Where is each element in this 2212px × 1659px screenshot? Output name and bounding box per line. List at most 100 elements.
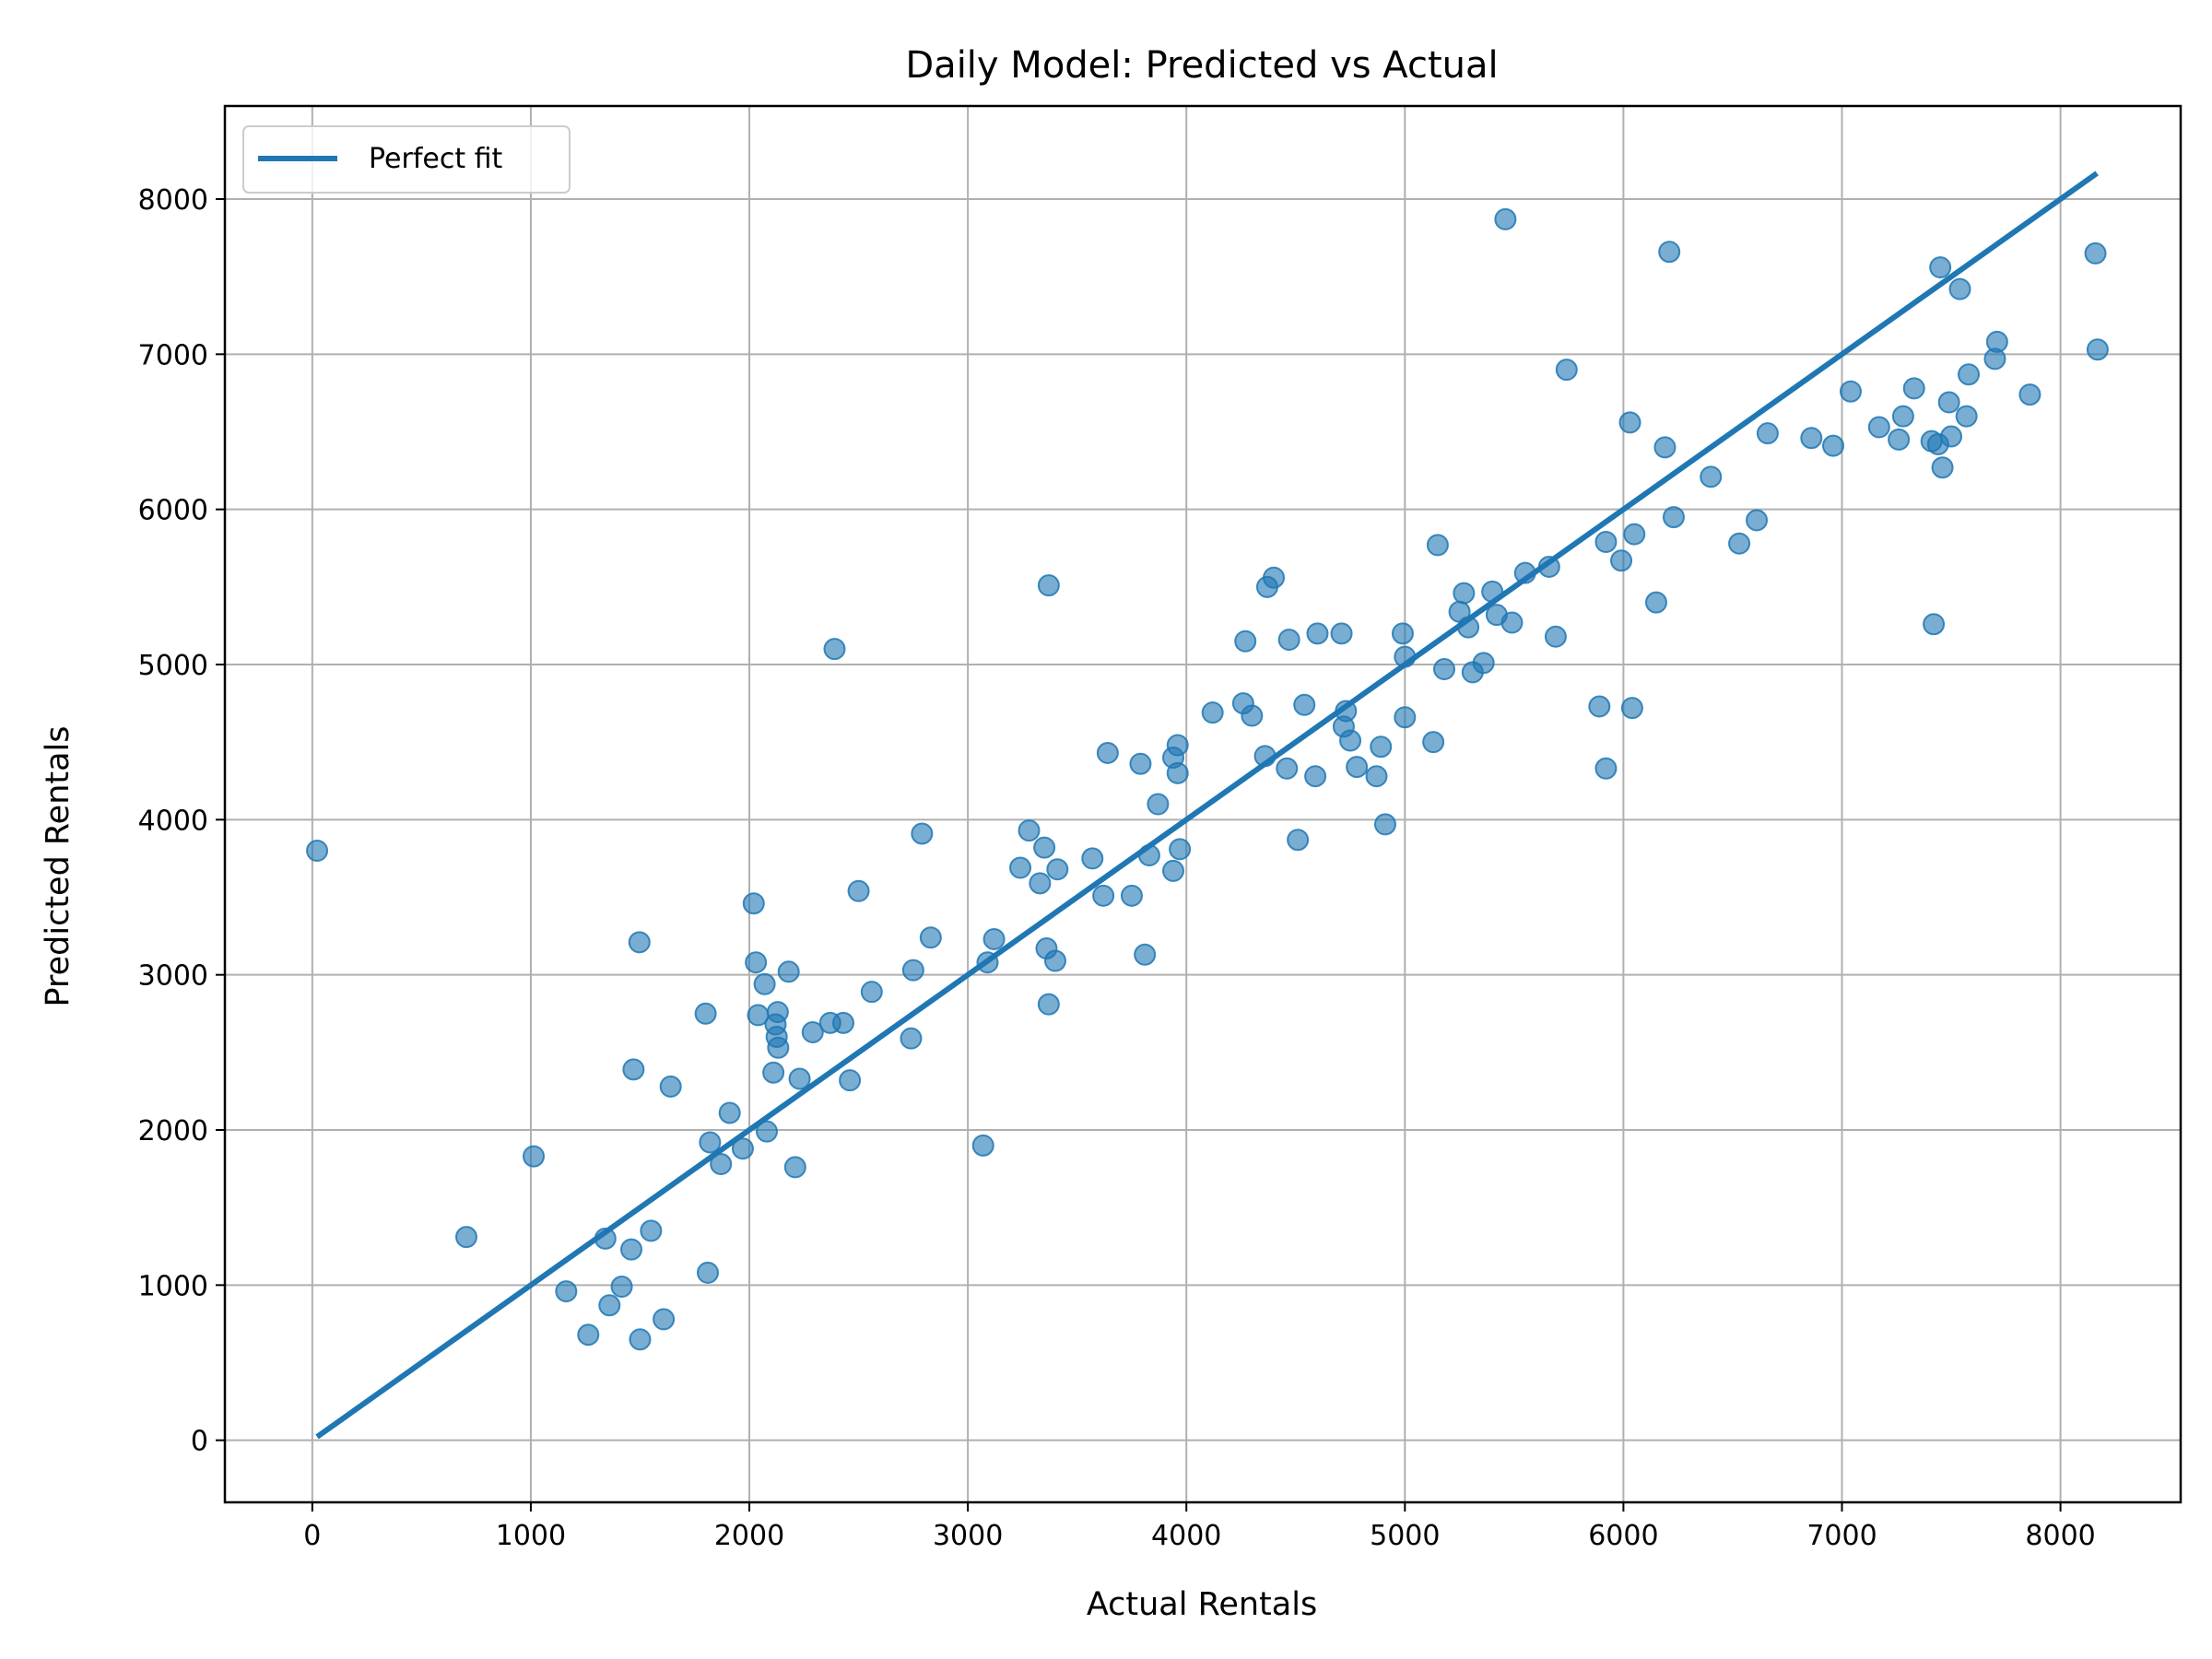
data-point	[622, 1058, 645, 1081]
data-point	[1147, 793, 1170, 816]
data-point	[1453, 582, 1476, 605]
data-point	[1330, 622, 1353, 645]
data-point	[1426, 534, 1449, 557]
data-point	[523, 1145, 546, 1168]
data-point	[1046, 858, 1069, 881]
data-point	[1588, 695, 1611, 718]
x-tick-label: 1000	[496, 1520, 566, 1552]
x-tick-label: 3000	[933, 1520, 1003, 1552]
data-point	[762, 1061, 785, 1084]
data-point	[1457, 616, 1480, 639]
data-point	[1618, 411, 1641, 434]
data-point	[1544, 625, 1567, 648]
data-point	[1120, 884, 1143, 907]
data-point	[1432, 658, 1455, 681]
data-point	[1253, 745, 1277, 768]
legend-box	[242, 125, 571, 194]
data-point	[766, 1001, 789, 1024]
y-tick-label: 1000	[138, 1270, 208, 1302]
data-point	[1263, 566, 1286, 589]
y-tick-label: 2000	[138, 1115, 208, 1147]
data-point	[610, 1276, 633, 1299]
x-tick-label: 2000	[714, 1520, 784, 1552]
data-point	[1293, 693, 1316, 716]
data-point	[731, 1137, 754, 1160]
data-point	[1867, 416, 1890, 439]
x-tick-label: 8000	[2025, 1520, 2095, 1552]
data-point	[306, 840, 329, 862]
data-point	[577, 1324, 600, 1347]
y-axis-ticks: 0 1000 2000 3000 4000 5000 6000 7000 8000	[138, 184, 225, 1458]
perfect-fit-line	[315, 171, 2099, 1440]
data-point	[1653, 436, 1677, 459]
data-point	[1304, 765, 1327, 788]
data-point	[1166, 734, 1189, 757]
data-point	[1201, 701, 1224, 724]
data-point	[1370, 735, 1393, 759]
data-point	[1929, 256, 1952, 279]
data-point	[982, 927, 1006, 950]
x-tick-label: 0	[303, 1520, 321, 1552]
data-point	[1746, 509, 1769, 532]
legend: Perfect fit	[242, 125, 571, 194]
data-point	[1902, 377, 1925, 400]
data-point	[1931, 456, 1954, 479]
data-point	[1037, 993, 1060, 1016]
y-tick-label: 0	[191, 1426, 208, 1458]
x-tick-label: 7000	[1806, 1520, 1877, 1552]
data-point	[1623, 523, 1646, 546]
y-axis-label: Predicted Rentals	[40, 725, 76, 1006]
data-point	[710, 1153, 733, 1176]
data-point	[839, 1069, 862, 1092]
data-point	[783, 1156, 806, 1179]
data-point	[976, 951, 999, 974]
data-point	[1937, 391, 1960, 414]
data-point	[2086, 338, 2109, 361]
data-point	[1037, 574, 1060, 597]
data-point	[1394, 645, 1417, 668]
data-point	[901, 959, 924, 982]
data-point	[1610, 549, 1633, 572]
data-point	[1594, 531, 1618, 554]
data-point	[1166, 761, 1189, 784]
data-point	[718, 1101, 741, 1124]
data-point	[629, 1328, 652, 1351]
data-points	[306, 207, 2109, 1351]
data-point	[788, 1067, 811, 1090]
data-point	[745, 951, 768, 974]
y-tick-label: 7000	[138, 339, 208, 371]
data-point	[742, 892, 765, 915]
data-point	[911, 822, 934, 845]
data-point	[1658, 241, 1681, 264]
data-point	[1373, 813, 1396, 836]
legend-label-perfect-fit: Perfect fit	[369, 143, 503, 175]
x-axis-label: Actual Rentals	[1087, 1586, 1317, 1623]
data-point	[1620, 697, 1643, 720]
data-point	[1029, 872, 1052, 895]
data-point	[1137, 844, 1160, 867]
data-point	[1018, 819, 1041, 842]
data-point	[1472, 652, 1495, 675]
data-point	[1391, 622, 1414, 645]
y-tick-label: 6000	[138, 495, 208, 527]
data-point	[1276, 757, 1299, 780]
data-point	[1043, 949, 1066, 972]
data-point	[1494, 207, 1517, 230]
data-point	[1756, 422, 1779, 445]
data-point	[1513, 561, 1536, 584]
y-tick-label: 5000	[138, 650, 208, 682]
data-point	[1948, 277, 1971, 300]
data-point	[1537, 555, 1560, 578]
data-point	[1700, 465, 1723, 488]
data-point	[1839, 380, 1862, 403]
data-point	[1161, 859, 1184, 882]
data-point	[1129, 752, 1152, 775]
data-point	[1241, 704, 1264, 727]
data-point	[653, 1308, 676, 1331]
data-point	[900, 1027, 923, 1050]
data-point	[699, 1131, 722, 1154]
data-point	[1169, 838, 1192, 861]
data-point	[1277, 629, 1300, 652]
